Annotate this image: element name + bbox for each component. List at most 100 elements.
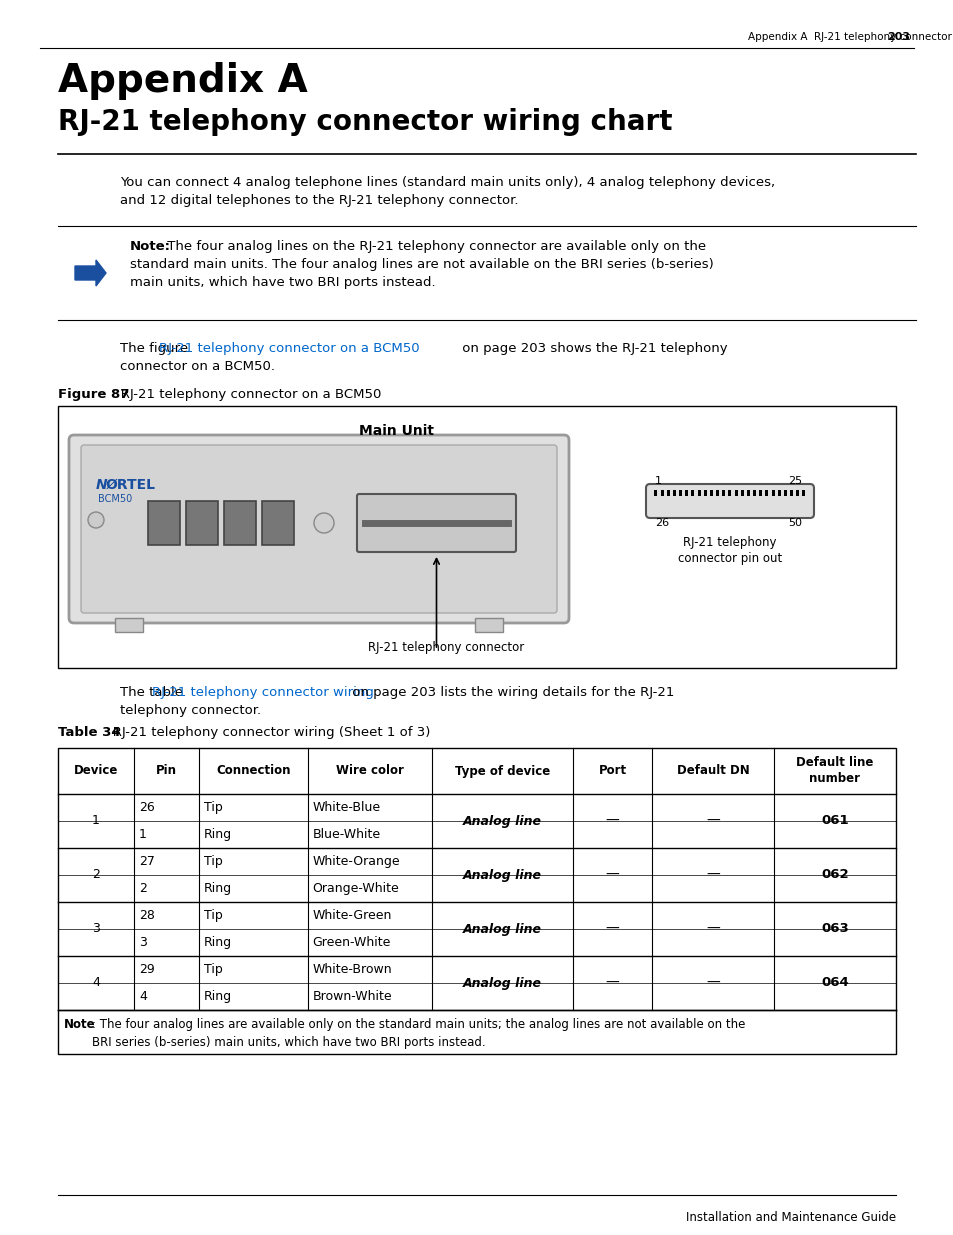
Text: —: — [705, 814, 720, 827]
Text: Pin: Pin [155, 764, 177, 778]
Text: —: — [605, 814, 618, 827]
FancyBboxPatch shape [740, 490, 743, 496]
Text: RJ-21 telephony connector on a BCM50: RJ-21 telephony connector on a BCM50 [108, 388, 381, 401]
Text: Note: Note [64, 1018, 95, 1031]
Text: on page 203 shows the RJ-21 telephony: on page 203 shows the RJ-21 telephony [457, 342, 727, 354]
Text: 061: 061 [821, 815, 848, 827]
Text: : The four analog lines are available only on the standard main units; the analo: : The four analog lines are available on… [91, 1018, 744, 1049]
Text: Ring: Ring [204, 882, 232, 895]
Text: Type of device: Type of device [455, 764, 550, 778]
Text: White-Blue: White-Blue [313, 802, 380, 814]
Text: Analog line: Analog line [463, 815, 541, 827]
Text: Default line
number: Default line number [796, 757, 873, 785]
FancyBboxPatch shape [58, 406, 895, 668]
FancyBboxPatch shape [697, 490, 700, 496]
FancyBboxPatch shape [759, 490, 761, 496]
Circle shape [88, 513, 104, 529]
FancyBboxPatch shape [666, 490, 669, 496]
Text: You can connect 4 analog telephone lines (standard main units only), 4 analog te: You can connect 4 analog telephone lines… [120, 177, 774, 189]
FancyBboxPatch shape [728, 490, 731, 496]
FancyBboxPatch shape [716, 490, 719, 496]
Text: —: — [605, 923, 618, 936]
FancyBboxPatch shape [691, 490, 694, 496]
FancyBboxPatch shape [81, 445, 557, 613]
Text: Ring: Ring [204, 990, 232, 1003]
FancyBboxPatch shape [764, 490, 768, 496]
Text: RJ-21 telephony connector: RJ-21 telephony connector [368, 641, 524, 655]
FancyBboxPatch shape [777, 490, 780, 496]
FancyBboxPatch shape [58, 748, 895, 1053]
Text: 26: 26 [655, 517, 668, 529]
Text: Ring: Ring [204, 827, 232, 841]
Text: Ring: Ring [204, 936, 232, 948]
Text: 063: 063 [821, 923, 848, 935]
Text: The four analog lines on the RJ-21 telephony connector are available only on the: The four analog lines on the RJ-21 telep… [163, 240, 705, 253]
Text: —: — [605, 868, 618, 882]
Text: standard main units. The four analog lines are not available on the BRI series (: standard main units. The four analog lin… [130, 258, 713, 270]
Text: —: — [705, 868, 720, 882]
Text: connector pin out: connector pin out [678, 552, 781, 564]
FancyBboxPatch shape [660, 490, 663, 496]
Text: Analog line: Analog line [463, 868, 541, 882]
Text: 27: 27 [139, 855, 154, 868]
Text: Appendix A  RJ-21 telephony connector wiring chart: Appendix A RJ-21 telephony connector wir… [747, 32, 953, 42]
Text: Table 34: Table 34 [58, 726, 120, 739]
FancyBboxPatch shape [789, 490, 792, 496]
FancyBboxPatch shape [783, 490, 786, 496]
Text: Tip: Tip [204, 802, 223, 814]
FancyBboxPatch shape [672, 490, 676, 496]
Text: Wire color: Wire color [335, 764, 403, 778]
Text: 3: 3 [91, 923, 100, 935]
Text: Appendix A: Appendix A [58, 62, 308, 100]
Text: RJ-21 telephony connector wiring (Sheet 1 of 3): RJ-21 telephony connector wiring (Sheet … [100, 726, 430, 739]
Text: 4: 4 [139, 990, 147, 1003]
Text: 3: 3 [139, 936, 147, 948]
Text: 1: 1 [655, 475, 661, 487]
Text: ØRTEL: ØRTEL [106, 478, 156, 492]
FancyBboxPatch shape [679, 490, 681, 496]
FancyBboxPatch shape [69, 435, 568, 622]
Text: Blue-White: Blue-White [313, 827, 380, 841]
FancyBboxPatch shape [148, 501, 180, 545]
Text: 29: 29 [139, 963, 154, 976]
Text: —: — [705, 923, 720, 936]
Text: White-Green: White-Green [313, 909, 392, 923]
Text: RJ-21 telephony: RJ-21 telephony [682, 536, 776, 550]
FancyBboxPatch shape [356, 494, 516, 552]
Text: Analog line: Analog line [463, 923, 541, 935]
Text: RJ-21 telephony connector wiring: RJ-21 telephony connector wiring [152, 685, 374, 699]
Text: main units, which have two BRI ports instead.: main units, which have two BRI ports ins… [130, 275, 436, 289]
Text: Figure 87: Figure 87 [58, 388, 130, 401]
FancyBboxPatch shape [115, 618, 143, 632]
Text: 28: 28 [139, 909, 154, 923]
Text: on page 203 lists the wiring details for the RJ-21: on page 203 lists the wiring details for… [348, 685, 674, 699]
Text: The figure: The figure [120, 342, 193, 354]
Text: —: — [605, 976, 618, 990]
Text: 4: 4 [91, 977, 100, 989]
FancyBboxPatch shape [645, 484, 813, 517]
FancyBboxPatch shape [771, 490, 774, 496]
Text: Main Unit: Main Unit [359, 424, 434, 438]
Text: 2: 2 [139, 882, 147, 895]
Text: Tip: Tip [204, 963, 223, 976]
Text: White-Orange: White-Orange [313, 855, 399, 868]
Text: 2: 2 [91, 868, 100, 882]
Text: 50: 50 [787, 517, 801, 529]
Text: BCM50: BCM50 [98, 494, 132, 504]
Text: 1: 1 [139, 827, 147, 841]
FancyBboxPatch shape [734, 490, 737, 496]
Text: White-Brown: White-Brown [313, 963, 392, 976]
FancyBboxPatch shape [709, 490, 712, 496]
Text: Installation and Maintenance Guide: Installation and Maintenance Guide [685, 1212, 895, 1224]
Text: RJ-21 telephony connector on a BCM50: RJ-21 telephony connector on a BCM50 [159, 342, 419, 354]
Text: Green-White: Green-White [313, 936, 391, 948]
FancyBboxPatch shape [746, 490, 749, 496]
FancyBboxPatch shape [801, 490, 804, 496]
Text: 203: 203 [886, 32, 909, 42]
Text: telephony connector.: telephony connector. [120, 704, 261, 718]
FancyBboxPatch shape [475, 618, 502, 632]
Text: 062: 062 [821, 868, 848, 882]
Text: 26: 26 [139, 802, 154, 814]
FancyBboxPatch shape [224, 501, 255, 545]
Text: Device: Device [73, 764, 118, 778]
